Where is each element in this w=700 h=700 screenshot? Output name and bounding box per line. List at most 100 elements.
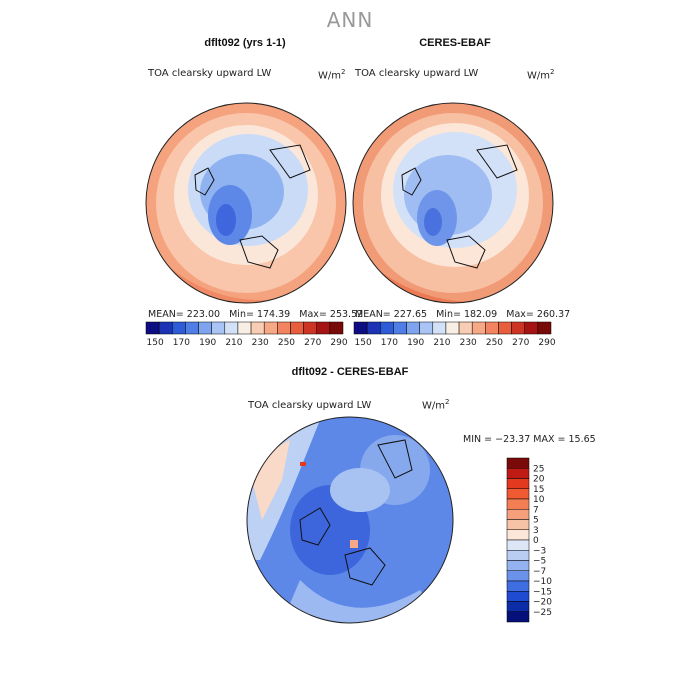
colorbar-swatch xyxy=(506,550,530,561)
colorbar-tick-label: 270 xyxy=(512,338,529,348)
colorbar-tick-label: 190 xyxy=(407,338,424,348)
colorbar-swatch xyxy=(290,321,304,335)
colorbar-swatch xyxy=(198,321,212,335)
colorbar-swatch xyxy=(506,611,530,623)
colorbar-tick-label: 210 xyxy=(433,338,450,348)
panel-3-stats: MIN = −23.37 MAX = 15.65 xyxy=(463,434,596,445)
colorbar-swatch xyxy=(506,488,530,500)
map1-coastlines xyxy=(194,144,311,269)
colorbar-swatch xyxy=(145,321,160,335)
panel-2-units: W/m2 xyxy=(527,68,555,82)
colorbar-tick-label: 170 xyxy=(173,338,190,348)
colorbar-tick-label: −15 xyxy=(533,587,552,597)
colorbar-tick-label: 270 xyxy=(304,338,321,348)
panel-3-title: dflt092 - CERES-EBAF xyxy=(291,366,409,378)
colorbar-swatch xyxy=(224,321,239,335)
map3-pole-pale xyxy=(330,468,390,512)
colorbar-tick-label: −25 xyxy=(533,608,552,618)
colorbar-swatch xyxy=(419,321,434,335)
colorbar-swatch xyxy=(445,321,460,335)
colorbar-swatch xyxy=(172,321,186,335)
colorbar-swatch xyxy=(366,321,381,335)
colorbar-tick-label: 290 xyxy=(538,338,555,348)
panel-3-map xyxy=(247,417,453,623)
colorbar-swatch xyxy=(524,321,539,335)
colorbar-swatch xyxy=(250,321,265,335)
colorbar-swatch xyxy=(506,591,530,602)
colorbar-tick-label: 250 xyxy=(486,338,503,348)
map3-west-warm xyxy=(252,440,290,520)
colorbar-swatch xyxy=(316,321,331,335)
colorbar-swatch xyxy=(211,321,226,335)
colorbar-tick-label: −3 xyxy=(533,546,546,556)
colorbar-swatch xyxy=(158,321,173,335)
panel-1-title: dflt092 (yrs 1-1) xyxy=(204,37,286,49)
map1-greenland-core xyxy=(216,204,236,236)
colorbar-tick-label: −10 xyxy=(533,577,552,587)
colorbar-swatch xyxy=(458,321,473,335)
colorbar-tick-label: −5 xyxy=(533,557,546,567)
colorbar-swatch xyxy=(506,478,530,489)
colorbar-swatch xyxy=(506,519,530,530)
map2-greenland-core xyxy=(424,208,442,236)
panel-1-variable: TOA clearsky upward LW xyxy=(148,68,272,79)
figure-title: ANN xyxy=(326,8,374,32)
colorbar-swatch xyxy=(506,468,530,479)
panel-1-border xyxy=(145,102,347,304)
colorbar-tick-label: 10 xyxy=(533,495,545,505)
colorbar-tick-label: 3 xyxy=(533,526,539,536)
colorbar-swatch xyxy=(237,321,252,335)
colorbar-swatch xyxy=(506,529,530,541)
colorbar-swatch xyxy=(506,601,530,612)
colorbar-tick-label: 25 xyxy=(533,464,544,474)
panel-2-variable: TOA clearsky upward LW xyxy=(355,68,479,79)
colorbar-tick-label: 150 xyxy=(355,338,372,348)
colorbar-swatch xyxy=(432,321,447,335)
colorbar-swatch xyxy=(537,321,552,335)
colorbar-swatch xyxy=(406,321,420,335)
colorbar-swatch xyxy=(263,321,278,335)
panel-3-variable: TOA clearsky upward LW xyxy=(248,400,372,411)
colorbar-swatch xyxy=(353,321,368,335)
colorbar-tick-label: 250 xyxy=(278,338,295,348)
colorbar-tick-label: 7 xyxy=(533,505,539,515)
colorbar-swatch xyxy=(506,539,530,551)
panel-1-colorbar: 150 170 190 210 230 250 270 290 xyxy=(145,321,348,348)
colorbar-swatch xyxy=(498,321,512,335)
panel-2-map xyxy=(353,103,553,303)
colorbar-swatch xyxy=(506,498,530,510)
map3-coastlines xyxy=(299,439,413,586)
panel-3-units: W/m2 xyxy=(422,398,450,412)
panel-2-stats: MEAN= 227.65 Min= 182.09 Max= 260.37 xyxy=(355,309,571,320)
colorbar-tick-label: 15 xyxy=(533,485,544,495)
colorbar-swatch xyxy=(506,580,530,592)
colorbar-swatch xyxy=(277,321,291,335)
map3-hot-spot xyxy=(300,462,306,466)
panel-2-colorbar: 150 170 190 210 230 250 270 290 xyxy=(353,321,556,348)
colorbar-tick-label: 210 xyxy=(225,338,242,348)
colorbar-tick-label: 150 xyxy=(147,338,164,348)
colorbar-swatch xyxy=(185,321,199,335)
panel-3-border xyxy=(246,416,454,624)
colorbar-swatch xyxy=(329,321,344,335)
colorbar-swatch xyxy=(471,321,486,335)
colorbar-tick-label: 0 xyxy=(533,536,539,546)
colorbar-tick-label: −7 xyxy=(533,567,546,577)
colorbar-tick-label: 290 xyxy=(330,338,347,348)
colorbar-swatch xyxy=(511,321,525,335)
colorbar-swatch xyxy=(380,321,394,335)
colorbar-tick-label: 20 xyxy=(533,475,545,485)
panel-2-title: CERES-EBAF xyxy=(419,37,491,49)
panel-1-map xyxy=(146,103,346,303)
panel-1-units: W/m2 xyxy=(318,68,346,82)
colorbar-tick-label: 170 xyxy=(381,338,398,348)
colorbar-swatch xyxy=(303,321,317,335)
colorbar-swatch xyxy=(393,321,407,335)
panel-2-border xyxy=(352,102,554,304)
map2-coastlines xyxy=(401,144,518,269)
colorbar-swatch xyxy=(506,509,530,520)
colorbar-tick-label: 230 xyxy=(460,338,477,348)
colorbar-tick-label: 230 xyxy=(252,338,269,348)
